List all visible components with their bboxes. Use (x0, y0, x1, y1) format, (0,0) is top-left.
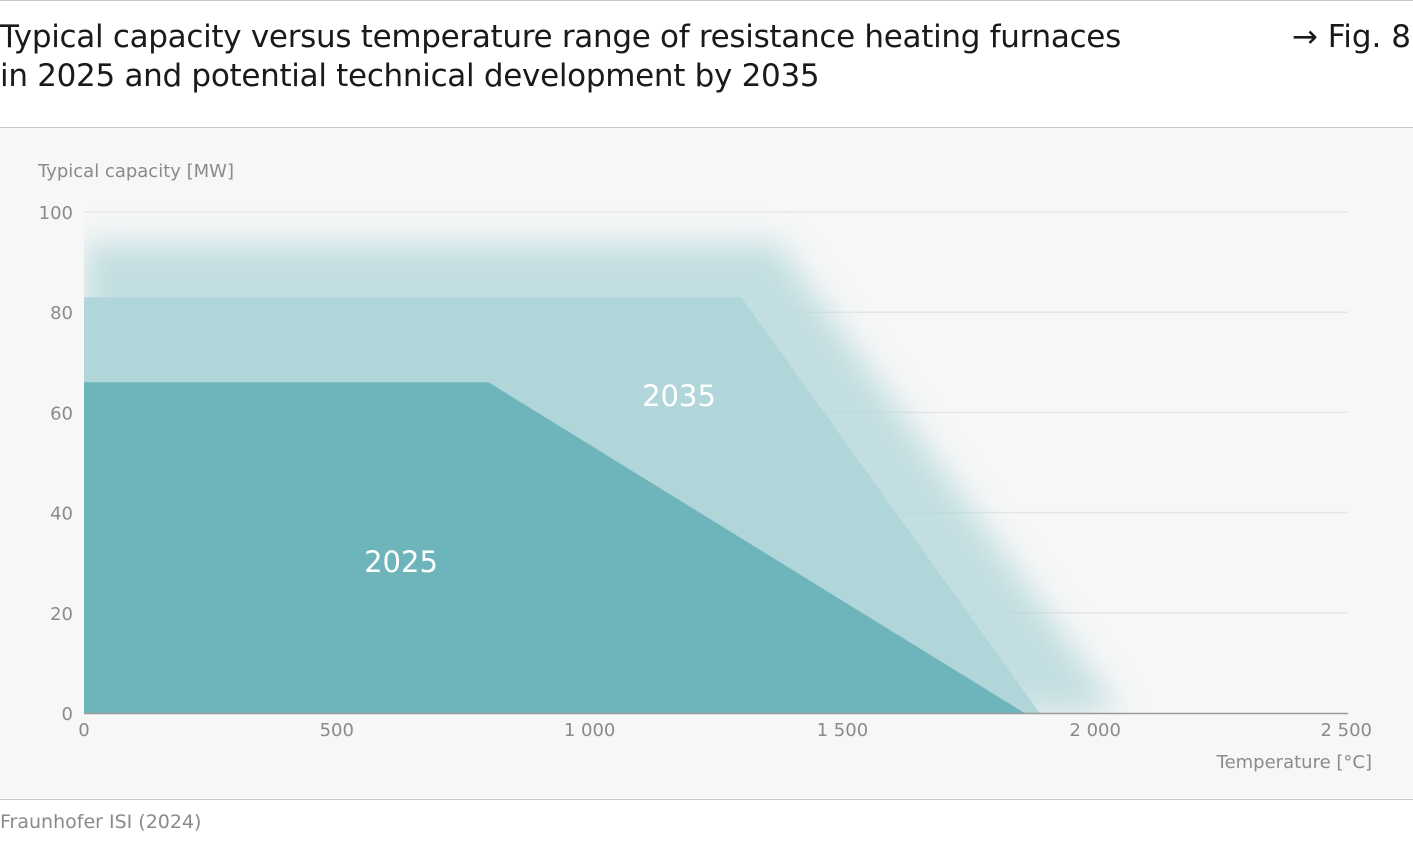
source-note: Fraunhofer ISI (2024) (0, 811, 202, 833)
y-axis-tick-labels: 0 20 40 60 80 100 (39, 203, 73, 725)
x-tick-label: 2 500 (1320, 720, 1372, 741)
y-tick-label: 20 (50, 604, 73, 625)
series-label-2035: 2035 (642, 379, 716, 413)
series-label-2025: 2025 (364, 545, 438, 579)
chart-panel: 0 20 40 60 80 100 0 500 1 000 1 500 2 000 2 500 Ty… (0, 128, 1413, 799)
x-tick-label: 2 000 (1069, 720, 1121, 741)
y-tick-label: 60 (50, 403, 73, 424)
chart-title-line-1: Typical capacity versus temperature rang… (0, 19, 1121, 55)
y-tick-label: 80 (50, 303, 73, 324)
x-tick-label: 1 000 (564, 720, 616, 741)
top-rule (0, 0, 1413, 1)
header-rule (0, 127, 1413, 128)
chart-title: Typical capacity versus temperature rang… (0, 18, 1180, 96)
x-tick-label: 1 500 (817, 720, 869, 741)
area-chart: 0 20 40 60 80 100 0 500 1 000 1 500 2 000 2 500 Ty… (37, 161, 1372, 773)
x-axis-label: Temperature [°C] (1216, 752, 1372, 773)
x-axis-tick-labels: 0 500 1 000 1 500 2 000 2 500 (78, 720, 1372, 741)
y-tick-label: 40 (50, 504, 73, 525)
x-tick-label: 500 (320, 720, 354, 741)
y-tick-label: 0 (62, 704, 73, 725)
y-axis-label: Typical capacity [MW] (37, 161, 234, 182)
figure-reference: → Fig. 8 (1291, 19, 1411, 55)
area-2025 (84, 382, 1025, 713)
y-tick-label: 100 (39, 203, 73, 224)
footer-rule (0, 799, 1413, 800)
x-tick-label: 0 (78, 720, 89, 741)
chart-title-line-2: in 2025 and potential technical developm… (0, 58, 820, 94)
